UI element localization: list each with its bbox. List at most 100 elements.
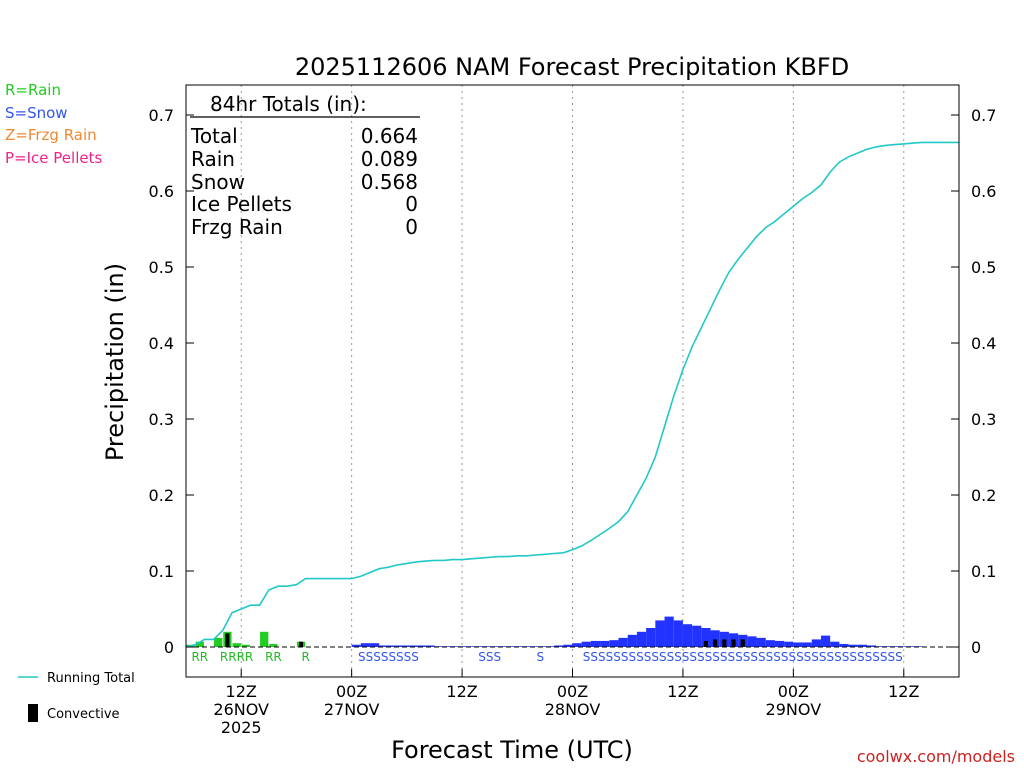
snow-bar xyxy=(682,624,693,647)
y-tick-label-right: 0.3 xyxy=(971,410,996,429)
snow-bar xyxy=(406,645,417,647)
chart-key: Running Total Convective xyxy=(18,671,135,722)
bar-series xyxy=(186,616,923,647)
convective-bar xyxy=(225,633,230,647)
rain-ptype-marker: RRRR xyxy=(220,650,253,664)
running-total-key-label: Running Total xyxy=(47,671,135,686)
convective-key-swatch xyxy=(28,704,38,722)
ptype-markers: RR RRRR RR R SSSSSSSS SSS S SSSSSSSSSSSSSSSSSSS… xyxy=(191,650,902,664)
snow-bar xyxy=(876,646,886,647)
x-axis-label: Forecast Time (UTC) xyxy=(391,736,633,764)
convective-key-label: Convective xyxy=(47,707,120,722)
snow-bar xyxy=(710,630,720,647)
snow-ptype-marker: SSS xyxy=(478,650,501,664)
convective-bar xyxy=(298,641,304,647)
x-tick-label: 27NOV xyxy=(324,700,380,719)
y-tick-label-right: 0 xyxy=(971,638,981,657)
running-total-line xyxy=(185,141,959,648)
snow-bar xyxy=(379,645,389,647)
rain-bar xyxy=(214,637,223,647)
running-total-series xyxy=(185,141,959,648)
snow-bar xyxy=(498,646,509,647)
snow-bar xyxy=(664,616,674,647)
snow-bar xyxy=(636,631,647,647)
snow-bar xyxy=(434,646,444,647)
y-tick-label: 0.4 xyxy=(149,334,174,353)
snow-bar xyxy=(627,634,637,647)
x-tick-label: 12Z xyxy=(226,682,257,701)
snow-bar xyxy=(848,644,858,647)
totals-ice-pellets-value: 0 xyxy=(405,192,418,216)
legend-rain: R=Rain xyxy=(5,81,61,99)
totals-rain-value: 0.089 xyxy=(361,147,418,171)
snow-bar xyxy=(416,645,426,647)
snow-bar xyxy=(839,643,849,647)
snow-bar xyxy=(830,641,840,647)
x-tick-label: 29NOV xyxy=(766,700,822,719)
legend-ice-pellets: P=Ice Pellets xyxy=(5,148,103,167)
totals-snow-value: 0.568 xyxy=(361,170,418,194)
snow-bar xyxy=(452,646,463,647)
convective-bar xyxy=(713,639,718,647)
x-tick-label: 00Z xyxy=(557,682,588,701)
snow-bar xyxy=(351,644,361,647)
convective-bar xyxy=(740,639,745,647)
convective-bar xyxy=(722,639,727,647)
snow-bar xyxy=(673,620,683,647)
snow-ptype-marker: SSSSSSSSSSSSSSSSSSSSSSSSSSSSSSSSSSSSSSSS… xyxy=(583,650,903,664)
snow-bar xyxy=(747,636,757,647)
x-tick-label: 26NOV xyxy=(213,700,269,719)
totals-total-label: Total xyxy=(190,124,238,148)
ptype-legend: R=Rain S=Snow Z=Frzg Rain P=Ice Pellets xyxy=(5,79,102,169)
snow-bar xyxy=(581,641,591,647)
snow-bar xyxy=(802,642,812,647)
snow-bar xyxy=(508,646,518,647)
snow-bar xyxy=(701,628,711,647)
rain-bar xyxy=(241,644,250,647)
x-tick-label: 12Z xyxy=(667,682,698,701)
rain-bar xyxy=(260,631,269,647)
x-tick-label: 12Z xyxy=(888,682,919,701)
snow-bar xyxy=(774,640,785,647)
snow-bar xyxy=(820,635,831,647)
totals-frzg-rain-label: Frzg Rain xyxy=(191,215,283,239)
totals-snow-label: Snow xyxy=(191,170,245,194)
y-tick-label: 0 xyxy=(164,638,174,657)
snow-bar xyxy=(360,643,371,647)
x-tick-label: 00Z xyxy=(778,682,809,701)
y-tick-label-right: 0.2 xyxy=(971,486,996,505)
snow-ptype-marker: S xyxy=(536,650,544,664)
snow-bar xyxy=(811,639,821,647)
y-tick-label: 0.2 xyxy=(149,486,174,505)
legend-frzg-rain: Z=Frzg Rain xyxy=(5,126,97,144)
y-tick-label-right: 0.1 xyxy=(971,562,996,581)
snow-bar xyxy=(563,644,573,647)
snow-bar xyxy=(756,637,766,647)
totals-frzg-rain-value: 0 xyxy=(405,215,418,239)
grid-lines xyxy=(240,85,905,677)
snow-bar xyxy=(425,645,435,647)
snow-bar xyxy=(618,637,628,647)
chart-title: 2025112606 NAM Forecast Precipitation KB… xyxy=(295,53,849,81)
y-tick-label: 0.6 xyxy=(149,182,174,201)
totals-box: 84hr Totals (in): Total 0.664 Rain 0.089… xyxy=(190,92,420,239)
snow-bar xyxy=(370,643,380,647)
snow-bar xyxy=(857,644,867,647)
snow-bar xyxy=(517,646,527,647)
snow-bar xyxy=(692,625,702,647)
totals-rain-label: Rain xyxy=(191,147,235,171)
rain-bar xyxy=(232,643,241,647)
legend-snow: S=Snow xyxy=(5,103,68,122)
totals-total-value: 0.664 xyxy=(361,124,418,148)
x-tick-label: 12Z xyxy=(446,682,477,701)
y-tick-label-right: 0.4 xyxy=(971,334,996,353)
snow-bar xyxy=(388,645,398,647)
rain-ptype-marker: R xyxy=(301,650,309,664)
snow-bar xyxy=(443,646,453,647)
snow-bar xyxy=(572,643,582,647)
convective-bar xyxy=(731,639,736,647)
y-tick-label: 0.1 xyxy=(149,562,174,581)
x-tick-label: 2025 xyxy=(221,718,262,737)
y-tick-label: 0.7 xyxy=(149,106,174,125)
totals-heading: 84hr Totals (in): xyxy=(210,92,367,116)
